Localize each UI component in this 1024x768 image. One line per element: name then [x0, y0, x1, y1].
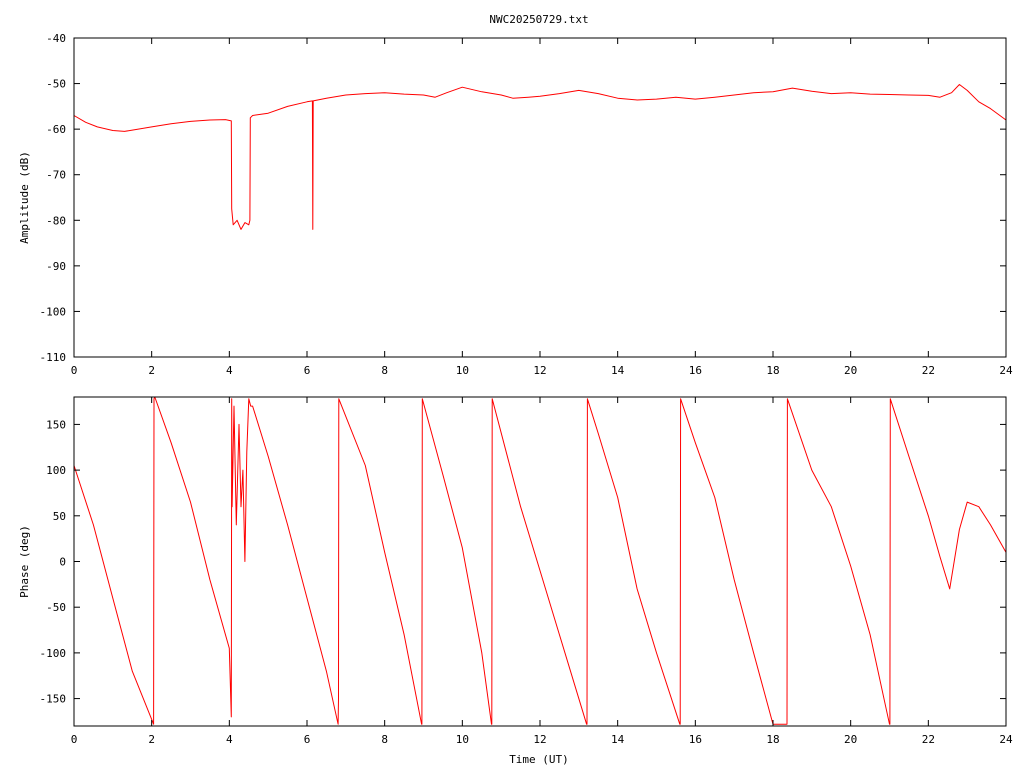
- amplitude-y-tick-label: -40: [46, 32, 66, 45]
- amplitude-y-tick-label: -90: [46, 260, 66, 273]
- amplitude-x-tick-label: 22: [922, 364, 935, 377]
- phase-y-tick-label: -100: [40, 647, 67, 660]
- phase-x-tick-label: 0: [71, 733, 78, 746]
- amplitude-plot: 0 2 4 6 8 10 12 14 16 18 20 22 24-40-50-60-70-80-90-…: [18, 32, 1013, 377]
- amplitude-y-tick-label: -60: [46, 123, 66, 136]
- amplitude-y-tick-label: -50: [46, 78, 66, 91]
- phase-x-tick-label: 8: [381, 733, 388, 746]
- phase-x-tick-label: 20: [844, 733, 857, 746]
- amplitude-x-tick-label: 18: [766, 364, 779, 377]
- phase-x-tick-label: 14: [611, 733, 625, 746]
- phase-x-tick-label: 24: [999, 733, 1013, 746]
- amplitude-axis-label: Amplitude (dB): [18, 151, 31, 244]
- amplitude-y-tick-label: -100: [40, 305, 67, 318]
- amplitude-y-tick-label: -70: [46, 169, 66, 182]
- amplitude-y-tick-label: -110: [40, 351, 67, 364]
- amplitude-x-tick-label: 16: [689, 364, 702, 377]
- phase-y-tick-label: 150: [46, 418, 66, 431]
- phase-y-tick-label: -50: [46, 601, 66, 614]
- phase-y-tick-label: 50: [53, 510, 66, 523]
- phase-series-line: [73, 396, 1007, 725]
- amplitude-x-tick-label: 14: [611, 364, 625, 377]
- phase-x-tick-label: 18: [766, 733, 779, 746]
- amplitude-series-line: [73, 84, 1007, 230]
- phase-plot: 0 2 4 6 8 10 12 14 16 18 20 22 24150100500-50-100-15…: [18, 396, 1013, 766]
- phase-y-tick-label: 0: [59, 556, 66, 569]
- amplitude-x-tick-label: 10: [456, 364, 469, 377]
- phase-x-tick-label: 16: [689, 733, 702, 746]
- amplitude-x-tick-label: 8: [381, 364, 388, 377]
- amplitude-x-tick-label: 2: [148, 364, 155, 377]
- amplitude-x-tick-label: 6: [304, 364, 311, 377]
- phase-y-tick-label: 100: [46, 464, 66, 477]
- amplitude-x-tick-label: 12: [533, 364, 546, 377]
- phase-x-tick-label: 10: [456, 733, 469, 746]
- amplitude-x-tick-label: 20: [844, 364, 857, 377]
- phase-x-tick-label: 22: [922, 733, 935, 746]
- amplitude-x-tick-label: 24: [999, 364, 1013, 377]
- phase-x-tick-label: 12: [533, 733, 546, 746]
- time-axis-label: Time (UT): [509, 753, 569, 766]
- phase-axis-label: Phase (deg): [18, 525, 31, 598]
- amplitude-x-tick-label: 4: [226, 364, 233, 377]
- amplitude-x-tick-label: 0: [71, 364, 78, 377]
- phase-y-tick-label: -150: [40, 693, 67, 706]
- phase-x-tick-label: 6: [304, 733, 311, 746]
- phase-x-tick-label: 2: [148, 733, 155, 746]
- amplitude-y-tick-label: -80: [46, 214, 66, 227]
- phase-x-tick-label: 4: [226, 733, 233, 746]
- figure-title: NWC20250729.txt: [489, 13, 588, 26]
